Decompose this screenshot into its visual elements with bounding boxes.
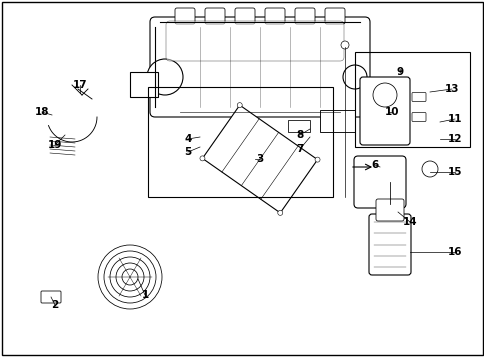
FancyBboxPatch shape <box>235 8 255 24</box>
Text: 11: 11 <box>447 114 461 124</box>
Polygon shape <box>202 105 317 213</box>
Circle shape <box>237 102 242 107</box>
FancyBboxPatch shape <box>205 8 225 24</box>
Circle shape <box>277 210 282 215</box>
FancyBboxPatch shape <box>166 21 343 61</box>
Text: 15: 15 <box>447 167 461 177</box>
Circle shape <box>116 263 144 291</box>
Text: 13: 13 <box>444 84 458 94</box>
Circle shape <box>98 245 162 309</box>
FancyBboxPatch shape <box>150 17 369 117</box>
FancyBboxPatch shape <box>368 214 410 275</box>
Bar <box>148 87 333 197</box>
FancyBboxPatch shape <box>353 156 405 208</box>
Text: 17: 17 <box>73 80 87 90</box>
Text: 7: 7 <box>296 144 303 154</box>
Text: 5: 5 <box>184 147 191 157</box>
Text: 16: 16 <box>447 247 461 257</box>
Text: 18: 18 <box>35 107 49 117</box>
Text: 10: 10 <box>384 107 398 117</box>
Bar <box>130 72 158 97</box>
Circle shape <box>122 269 138 285</box>
Circle shape <box>199 156 205 161</box>
Bar <box>287 120 309 132</box>
FancyBboxPatch shape <box>411 112 425 121</box>
Text: 9: 9 <box>395 67 403 77</box>
FancyBboxPatch shape <box>375 199 403 221</box>
Circle shape <box>147 59 182 95</box>
FancyBboxPatch shape <box>411 92 425 101</box>
FancyBboxPatch shape <box>359 77 409 145</box>
Circle shape <box>110 257 150 297</box>
Text: 19: 19 <box>48 140 62 150</box>
Circle shape <box>372 83 396 107</box>
FancyBboxPatch shape <box>175 8 195 24</box>
FancyBboxPatch shape <box>294 8 314 24</box>
Circle shape <box>342 65 366 89</box>
Bar <box>354 52 469 147</box>
Text: 6: 6 <box>371 160 378 170</box>
FancyBboxPatch shape <box>324 8 344 24</box>
Text: 3: 3 <box>256 154 263 164</box>
Text: 1: 1 <box>141 290 148 300</box>
Circle shape <box>104 251 156 303</box>
Text: 14: 14 <box>402 217 416 227</box>
Text: 8: 8 <box>296 130 303 140</box>
Circle shape <box>315 157 319 162</box>
Bar <box>319 110 354 132</box>
FancyBboxPatch shape <box>264 8 285 24</box>
Text: 2: 2 <box>51 300 59 310</box>
Text: 12: 12 <box>447 134 461 144</box>
Text: 4: 4 <box>184 134 191 144</box>
Circle shape <box>340 41 348 49</box>
Circle shape <box>421 161 437 177</box>
FancyBboxPatch shape <box>41 291 61 303</box>
